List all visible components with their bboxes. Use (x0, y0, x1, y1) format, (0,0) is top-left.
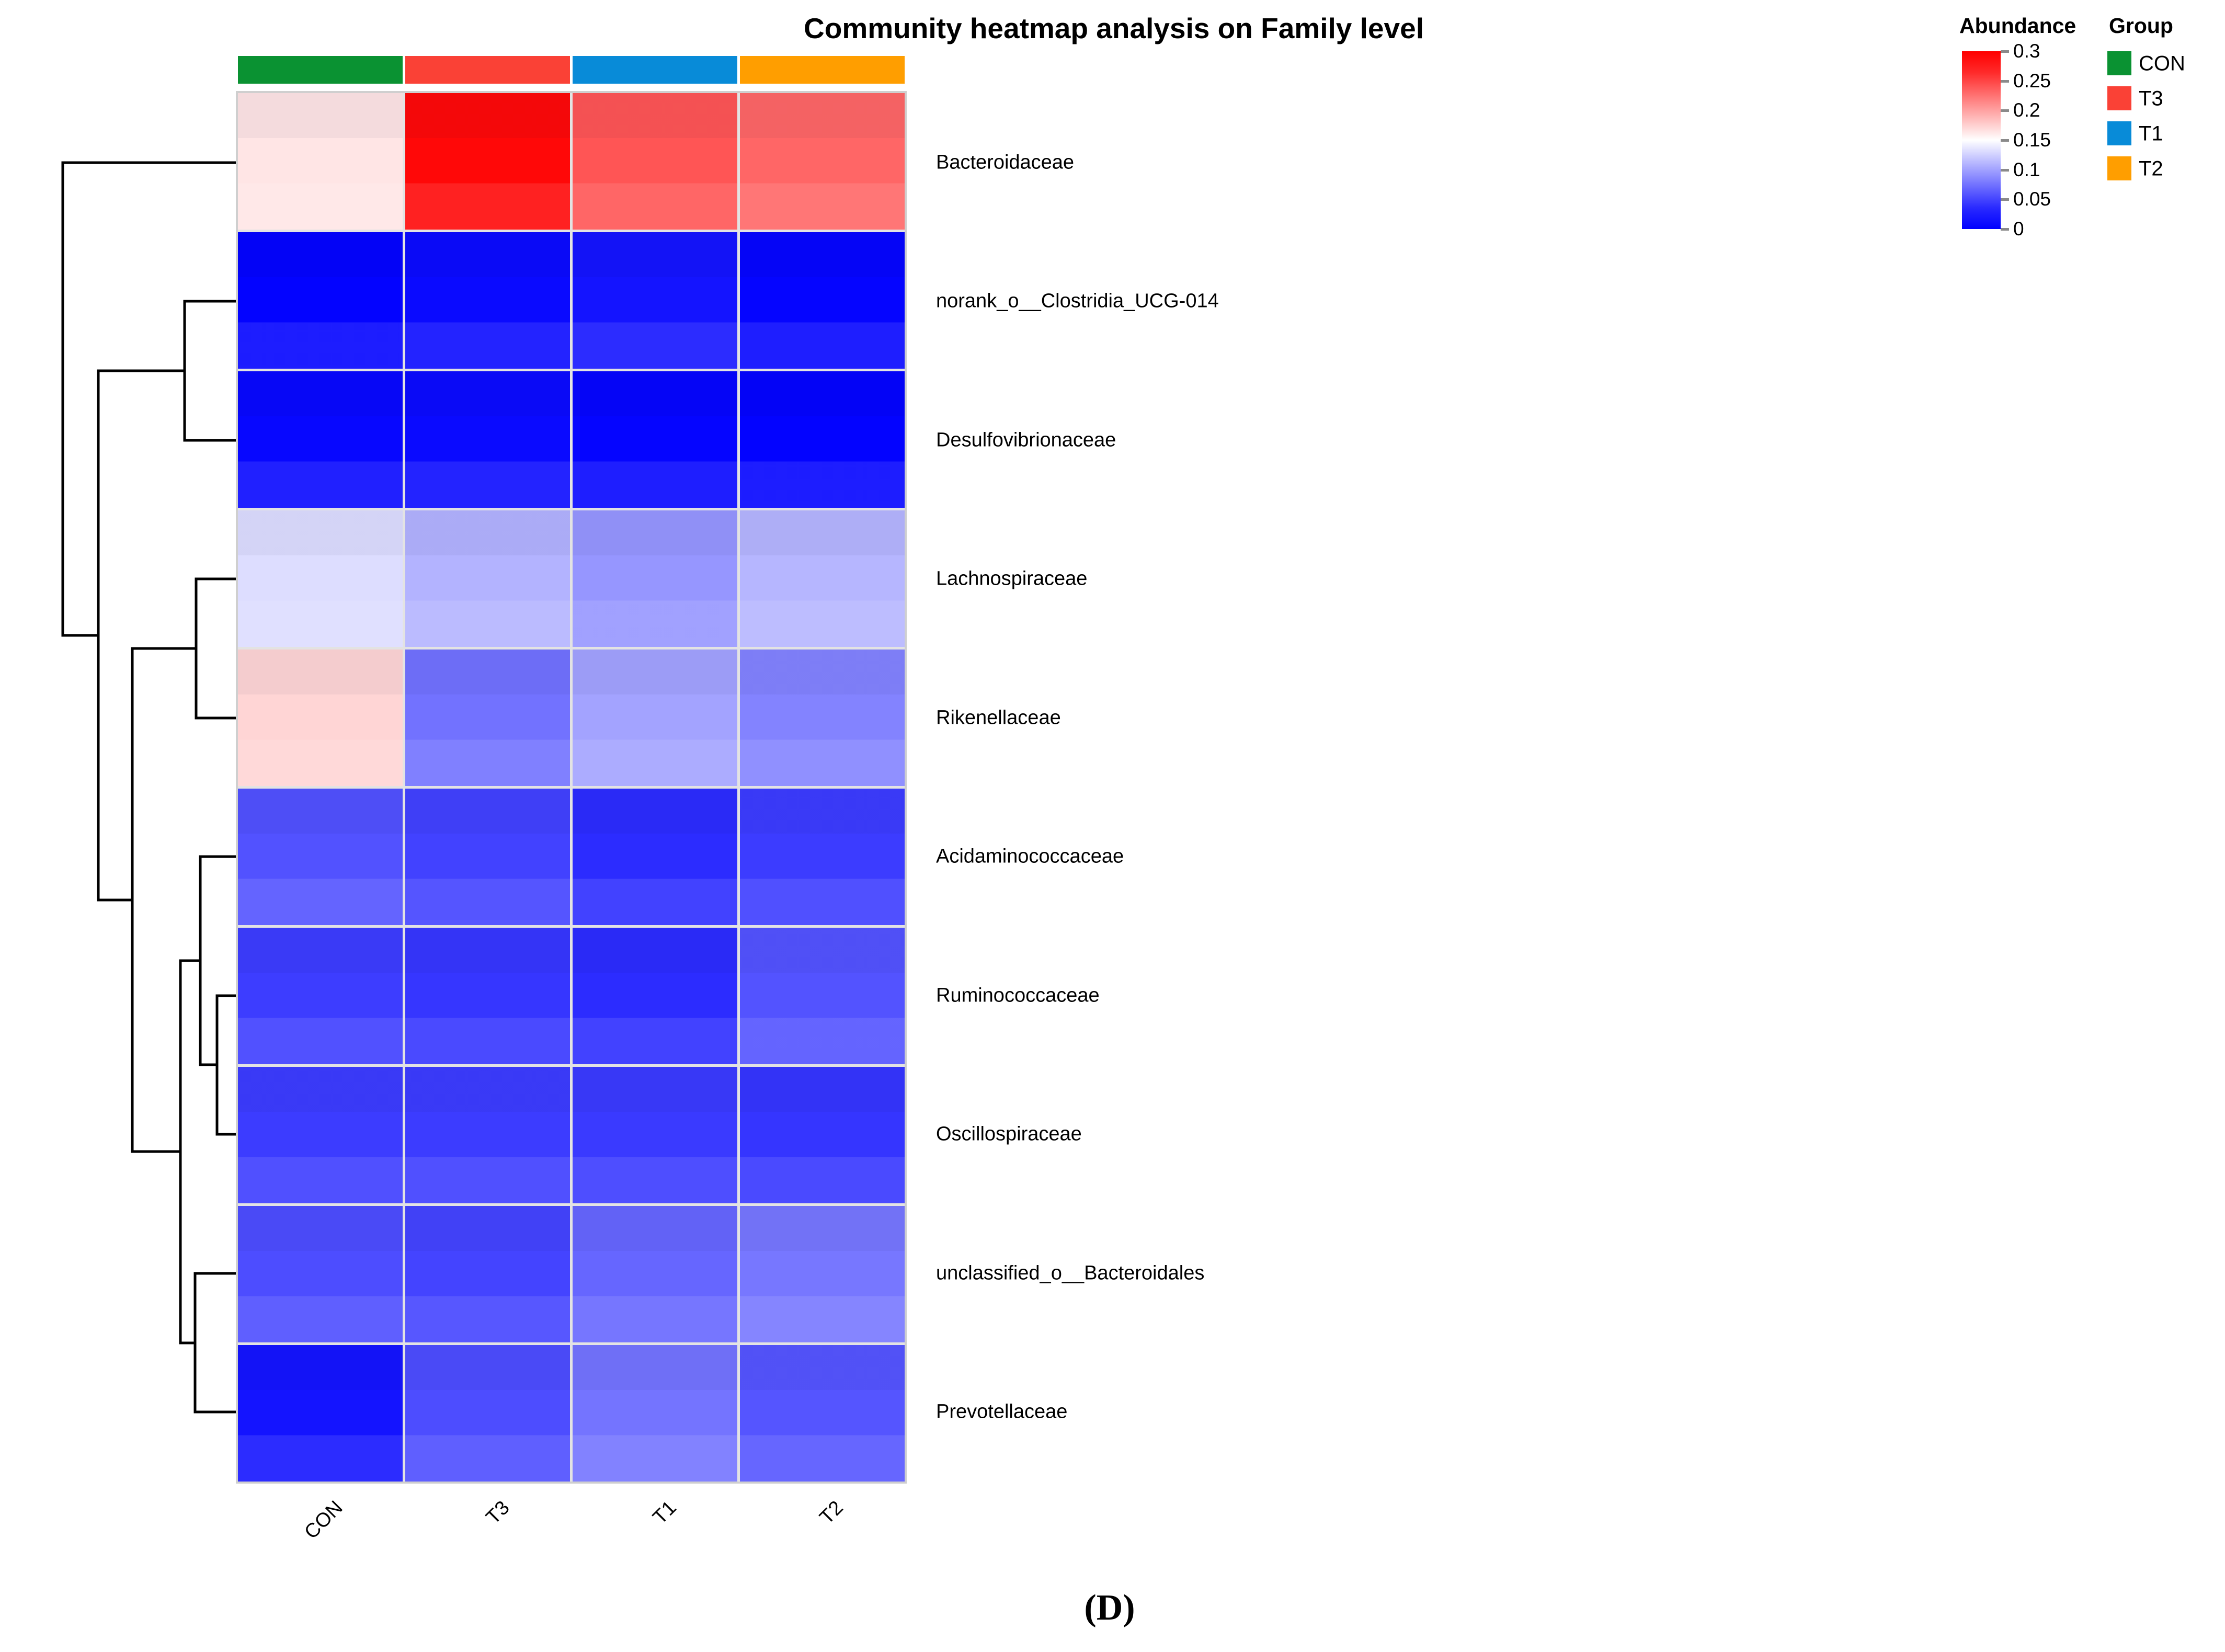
heatmap-border (236, 91, 907, 1484)
abundance-tick-mark (2001, 50, 2009, 53)
abundance-tick-mark (2001, 139, 2009, 142)
abundance-tick-mark (2001, 79, 2009, 83)
dendro-branch-n4-10 (131, 647, 196, 1153)
heatmap-cell-Lachnospiraceae-T2 (740, 510, 905, 647)
heatmap-cell-Oscillospiraceae-T3 (405, 1067, 570, 1203)
column-label: CON (300, 1497, 348, 1544)
heatmap-cell-Ruminococcaceae-T1 (573, 928, 737, 1064)
group-swatch-T3 (2107, 86, 2131, 110)
row-label: norank_o__Clostridia_UCG-014 (936, 290, 1219, 312)
annotation-segment-T3 (405, 56, 570, 84)
heatmap-cell-norank_o__Clostridia_UCG-014-T3 (405, 232, 570, 369)
dendro-branch-n23 (183, 300, 238, 442)
heatmap-cell-Acidaminococcaceae-CON (238, 789, 403, 925)
heatmap-cell-Bacteroidaceae-T3 (405, 93, 570, 230)
heatmap-cell-Oscillospiraceae-CON (238, 1067, 403, 1203)
abundance-tick-label: 0.25 (2013, 70, 2051, 92)
heatmap-cell-Ruminococcaceae-T3 (405, 928, 570, 1064)
annotation-segment-T1 (573, 56, 737, 84)
abundance-legend-title: Abundance (1959, 14, 2076, 38)
heatmap-cell-Bacteroidaceae-T2 (740, 93, 905, 230)
group-label: T1 (2139, 122, 2163, 145)
row-label: Lachnospiraceae (936, 567, 1088, 590)
group-label: T3 (2139, 87, 2163, 110)
heatmap-cell-norank_o__Clostridia_UCG-014-T1 (573, 232, 737, 369)
group-swatch-CON (2107, 51, 2131, 75)
heatmap-cell-Desulfovibrionaceae-T2 (740, 371, 905, 508)
dendro-branch-root (61, 161, 238, 637)
heatmap-cell-Ruminococcaceae-CON (238, 928, 403, 1064)
heatmap-cell-Acidaminococcaceae-T1 (573, 789, 737, 925)
heatmap-cell-Prevotellaceae-T1 (573, 1345, 737, 1482)
column-label: T3 (482, 1497, 514, 1529)
dendro-branch-n2-10 (97, 369, 185, 902)
heatmap-cell-Rikenellaceae-CON (238, 650, 403, 786)
heatmap-cell-Ruminococcaceae-T2 (740, 928, 905, 1064)
column-label: T2 (815, 1497, 848, 1529)
heatmap-cell-norank_o__Clostridia_UCG-014-CON (238, 232, 403, 369)
abundance-tick-label: 0.3 (2013, 40, 2040, 62)
group-label: T2 (2139, 157, 2163, 180)
dendro-branch-n6-10 (179, 959, 200, 1345)
column-label: T1 (648, 1497, 681, 1529)
group-swatch-T2 (2107, 156, 2131, 180)
abundance-tick-label: 0.15 (2013, 129, 2051, 151)
heatmap-cell-Oscillospiraceae-T2 (740, 1067, 905, 1203)
heatmap-cell-unclassified_o__Bacteroidales-T3 (405, 1206, 570, 1342)
heatmap-cell-unclassified_o__Bacteroidales-T1 (573, 1206, 737, 1342)
abundance-tick-mark (2001, 198, 2009, 201)
row-label: Rikenellaceae (936, 707, 1061, 729)
abundance-tick-label: 0 (2013, 218, 2024, 240)
abundance-tick-mark (2001, 228, 2009, 231)
row-label: unclassified_o__Bacteroidales (936, 1262, 1205, 1284)
heatmap-cell-Prevotellaceae-T3 (405, 1345, 570, 1482)
heatmap-cell-norank_o__Clostridia_UCG-014-T2 (740, 232, 905, 369)
heatmap-cell-Bacteroidaceae-T1 (573, 93, 737, 230)
dendro-branch-n6-78 (199, 855, 238, 1066)
group-legend-title: Group (2109, 14, 2173, 38)
heatmap-grid (238, 93, 905, 1482)
heatmap-cell-Desulfovibrionaceae-T1 (573, 371, 737, 508)
heatmap-cell-Acidaminococcaceae-T3 (405, 789, 570, 925)
dendro-branch-n78 (215, 994, 238, 1136)
group-swatch-T1 (2107, 121, 2131, 145)
dendro-branch-n45 (195, 577, 238, 720)
heatmap-cell-Acidaminococcaceae-T2 (740, 789, 905, 925)
row-label: Prevotellaceae (936, 1400, 1068, 1423)
abundance-tick-label: 0.05 (2013, 188, 2051, 210)
abundance-tick-label: 0.2 (2013, 99, 2040, 121)
heatmap-cell-Rikenellaceae-T3 (405, 650, 570, 786)
abundance-gradient-bar (1962, 51, 2001, 229)
heatmap-cell-Rikenellaceae-T1 (573, 650, 737, 786)
heatmap-cell-Desulfovibrionaceae-T3 (405, 371, 570, 508)
abundance-tick-label: 0.1 (2013, 158, 2040, 180)
heatmap-cell-unclassified_o__Bacteroidales-T2 (740, 1206, 905, 1342)
abundance-tick-mark (2001, 109, 2009, 112)
abundance-tick-mark (2001, 168, 2009, 172)
panel-caption: (D) (1084, 1588, 1135, 1628)
heatmap-cell-Prevotellaceae-T2 (740, 1345, 905, 1482)
heatmap-cell-Lachnospiraceae-T1 (573, 510, 737, 647)
row-label: Oscillospiraceae (936, 1123, 1082, 1145)
heatmap-cell-Oscillospiraceae-T1 (573, 1067, 737, 1203)
row-label: Ruminococcaceae (936, 984, 1100, 1007)
annotation-segment-T2 (740, 56, 905, 84)
group-label: CON (2139, 52, 2185, 75)
heatmap-cell-Lachnospiraceae-T3 (405, 510, 570, 647)
column-annotation-bar (238, 56, 905, 84)
row-label: Desulfovibrionaceae (936, 429, 1116, 451)
dendro-branch-n9-10 (193, 1272, 238, 1414)
heatmap-cell-Rikenellaceae-T2 (740, 650, 905, 786)
row-dendrogram (61, 161, 238, 1414)
heatmap-cell-Bacteroidaceae-CON (238, 93, 403, 230)
annotation-segment-CON (238, 56, 403, 84)
heatmap-cell-Prevotellaceae-CON (238, 1345, 403, 1482)
heatmap-cell-Desulfovibrionaceae-CON (238, 371, 403, 508)
chart-title: Community heatmap analysis on Family lev… (804, 12, 1424, 44)
row-label: Acidaminococcaceae (936, 845, 1124, 868)
heatmap-cell-Lachnospiraceae-CON (238, 510, 403, 647)
row-label: Bacteroidaceae (936, 151, 1075, 174)
heatmap-cell-unclassified_o__Bacteroidales-CON (238, 1206, 403, 1342)
